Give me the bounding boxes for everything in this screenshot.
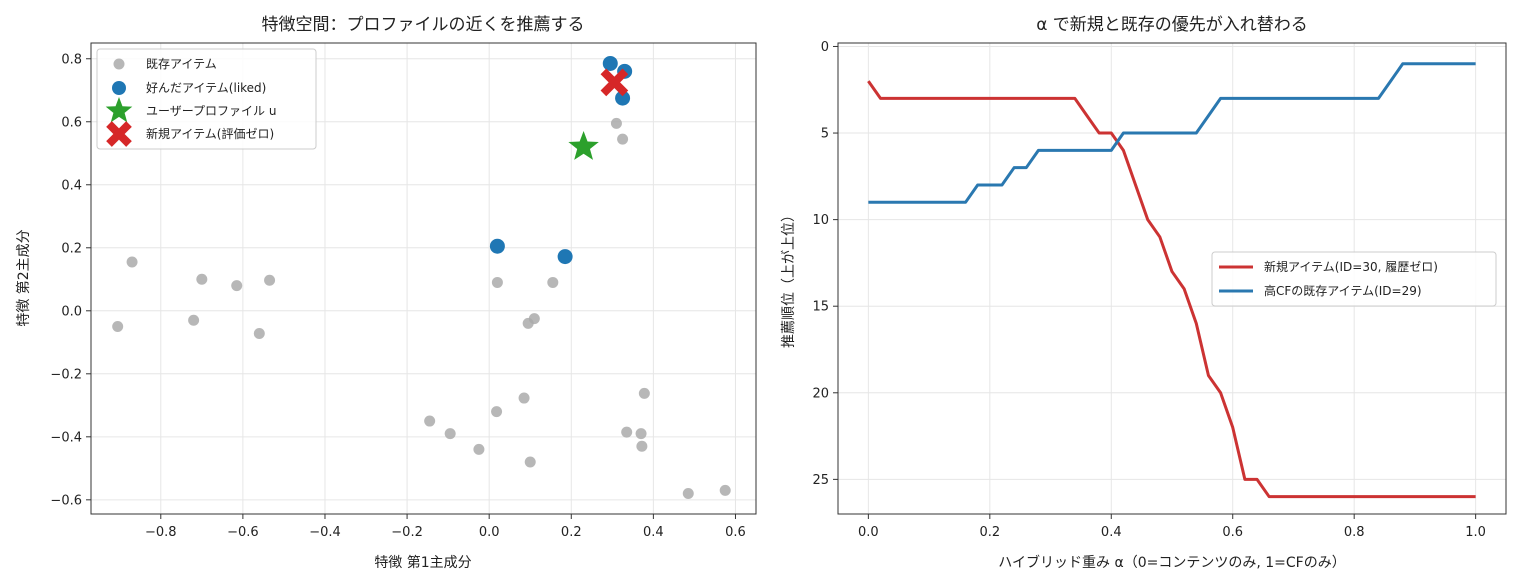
existing-item-point: [617, 133, 629, 145]
scatter-x-tick-label: 0.6: [725, 525, 746, 540]
line-x-tick-label: 0.0: [858, 525, 879, 540]
scatter-x-tick-label: −0.8: [145, 525, 177, 540]
liked-item-point: [602, 55, 618, 71]
scatter-x-tick-label: −0.2: [391, 525, 423, 540]
existing-item-point: [424, 415, 436, 427]
line-panel: α で新規と既存の優先が入れ替わる 0.0 0.2 0.4 0.6 0.8 1.0 0 5 10…: [781, 15, 1507, 571]
line-plot-frame: [837, 42, 1507, 515]
existing-item-point: [264, 274, 276, 286]
new-item-x-marker: [600, 68, 629, 97]
legend-label-new-item: 新規アイテム(評価ゼロ): [146, 126, 274, 141]
liked-item-point: [615, 90, 631, 106]
existing-item-point: [231, 280, 243, 292]
line-legend: 新規アイテム(ID=30, 履歴ゼロ) 高CFの既存アイテム(ID=29): [1211, 251, 1497, 307]
legend-marker-new-item: [106, 121, 132, 147]
scatter-y-tick-label: −0.6: [50, 493, 82, 508]
line-legend-box: [1211, 251, 1497, 307]
scatter-y-tick-label: −0.2: [50, 367, 82, 382]
scatter-panel: 特徴空間：プロファイルの近くを推薦する −0.8 −0.6 −0.4 −0.2 0.0 0…: [15, 15, 757, 571]
legend-marker-liked: [112, 81, 126, 95]
line-x-tick-label: 1.0: [1465, 525, 1486, 540]
existing-item-point: [112, 321, 124, 333]
line-x-tick-label: 0.4: [1101, 525, 1122, 540]
existing-item-point: [524, 456, 536, 468]
user-profile-star: [568, 130, 599, 160]
existing-item-point: [547, 276, 559, 288]
line-x-tick-label: 0.8: [1344, 525, 1365, 540]
existing-cf-item-rank-line: [868, 62, 1476, 204]
legend-label-new-item-rank: 新規アイテム(ID=30, 履歴ゼロ): [1264, 259, 1438, 274]
scatter-y-tick-label: 0.0: [61, 304, 82, 319]
existing-item-point: [491, 276, 503, 288]
line-y-tick-label: 0: [821, 40, 829, 55]
scatter-y-tick-label: −0.4: [50, 430, 82, 445]
line-x-tick-label: 0.2: [979, 525, 1000, 540]
line-x-tick-label: 0.6: [1222, 525, 1243, 540]
line-x-axis-label: ハイブリッド重み α（0=コンテンツのみ, 1=CFのみ）: [998, 554, 1345, 571]
scatter-x-tick-label: 0.0: [479, 525, 500, 540]
line-y-tick-label: 5: [821, 127, 829, 142]
scatter-title: 特徴空間：プロファイルの近くを推薦する: [262, 15, 585, 35]
new-item-rank-line: [867, 80, 1476, 499]
existing-item-point: [635, 428, 647, 440]
scatter-y-tick-label: 0.2: [61, 241, 82, 256]
existing-item-point: [682, 488, 694, 500]
legend-label-existing-cf-rank: 高CFの既存アイテム(ID=29): [1264, 283, 1422, 298]
liked-item-point: [489, 238, 505, 254]
line-y-axis-label: 推薦順位（上が上位）: [781, 208, 797, 348]
legend-label-existing: 既存アイテム: [146, 57, 217, 71]
existing-item-point: [528, 313, 540, 325]
existing-item-point: [126, 256, 138, 268]
legend-label-profile: ユーザープロファイル u: [146, 104, 276, 118]
scatter-plot-frame: [90, 42, 757, 515]
existing-item-point: [253, 327, 265, 339]
scatter-ticks: −0.8 −0.6 −0.4 −0.2 0.0 0.2 0.4 0.6 0.8 0.6 0.4 0.2…: [50, 52, 745, 540]
line-y-tick-label: 20: [812, 386, 829, 401]
scatter-legend: 既存アイテム 好んだアイテム(liked) ユーザープロファイル u 新規アイテ…: [96, 48, 317, 150]
scatter-y-tick-label: 0.8: [61, 52, 82, 67]
scatter-x-axis-label: 特徴 第1主成分: [374, 554, 471, 571]
line-ticks: 0.0 0.2 0.4 0.6 0.8 1.0 0 5 10 15 20 25: [812, 40, 1486, 540]
scatter-legend-items: [105, 58, 133, 147]
existing-item-point: [491, 406, 503, 418]
liked-item-point: [557, 249, 573, 265]
existing-item-point: [196, 273, 208, 285]
line-y-tick-label: 25: [812, 473, 829, 488]
scatter-x-tick-label: −0.6: [227, 525, 259, 540]
line-marks: [867, 62, 1476, 499]
existing-item-point: [719, 484, 731, 496]
legend-marker-existing: [113, 58, 125, 70]
existing-item-point: [473, 443, 485, 455]
legend-label-liked: 好んだアイテム(liked): [146, 81, 266, 95]
scatter-legend-box: [96, 48, 317, 150]
scatter-y-tick-label: 0.4: [61, 178, 82, 193]
existing-item-point: [621, 426, 633, 438]
line-title: α で新規と既存の優先が入れ替わる: [1036, 15, 1308, 35]
scatter-y-axis-label: 特徴 第2主成分: [15, 229, 32, 326]
existing-item-point: [518, 392, 530, 404]
scatter-marks: [112, 55, 731, 500]
scatter-x-tick-label: 0.2: [561, 525, 582, 540]
line-y-tick-label: 15: [812, 300, 829, 315]
existing-item-point: [636, 440, 648, 452]
scatter-x-tick-label: −0.4: [309, 525, 341, 540]
scatter-y-tick-label: 0.6: [61, 115, 82, 130]
line-y-tick-label: 10: [812, 213, 829, 228]
existing-item-point: [610, 117, 622, 129]
scatter-x-tick-label: 0.4: [643, 525, 664, 540]
existing-item-point: [444, 428, 456, 440]
existing-item-point: [638, 387, 650, 399]
existing-item-point: [188, 314, 200, 326]
legend-marker-profile: [105, 97, 133, 123]
